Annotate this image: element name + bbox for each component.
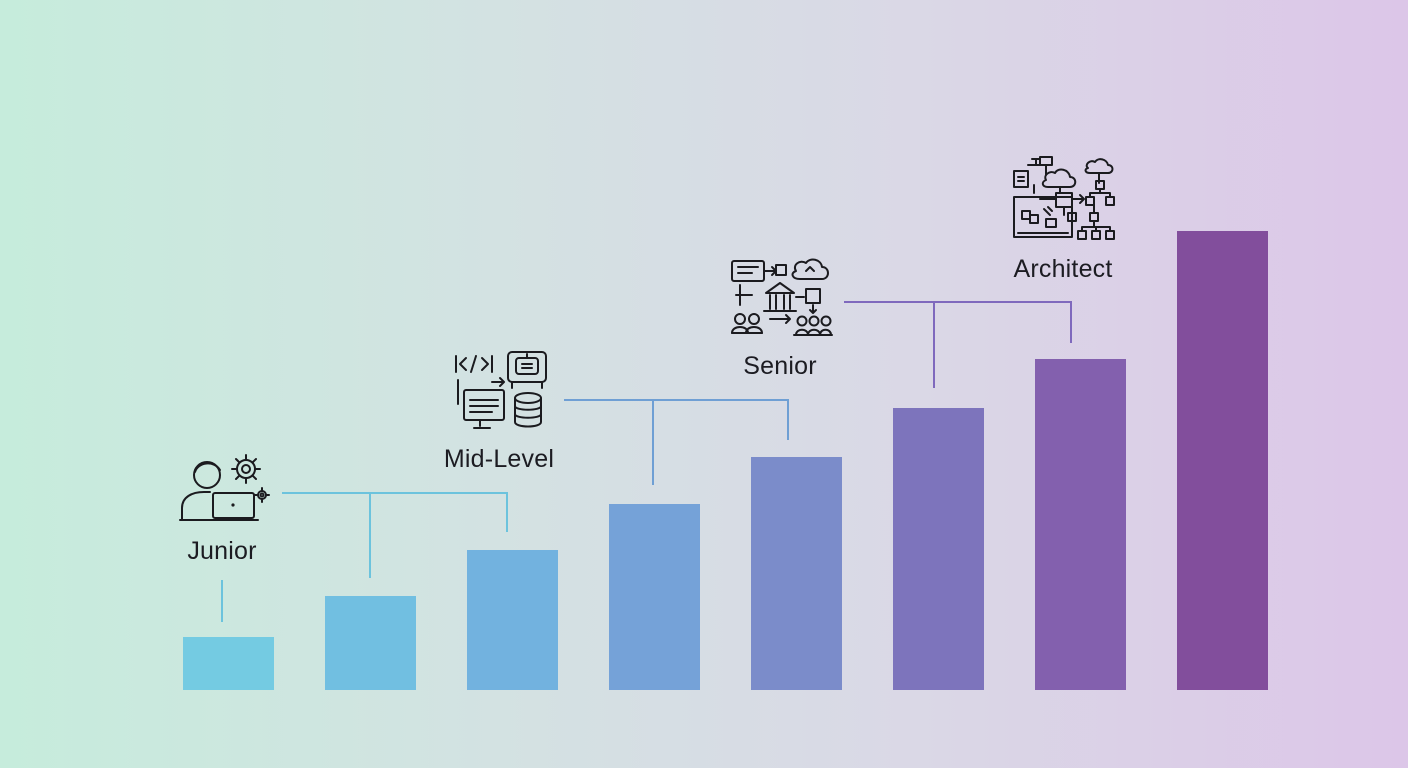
level-bar xyxy=(893,408,984,690)
mid-bracket-line xyxy=(564,399,789,401)
junior-stem-line xyxy=(221,580,223,622)
level-bar xyxy=(183,637,274,690)
mid-bracket-line xyxy=(652,399,654,485)
stage-label-architect: Architect xyxy=(1013,255,1113,283)
junior-bracket-line xyxy=(282,492,508,494)
system-design-team-icon xyxy=(730,255,833,339)
senior-bracket-line xyxy=(844,301,1072,303)
level-bar xyxy=(1177,231,1268,690)
level-bar xyxy=(609,504,700,690)
developer-laptop-gear-icon xyxy=(176,450,272,526)
level-bar xyxy=(467,550,558,690)
mid-bracket-line xyxy=(787,399,789,440)
level-bar xyxy=(325,596,416,690)
stage-label-senior: Senior xyxy=(743,352,817,380)
junior-bracket-line xyxy=(369,492,371,578)
level-bar xyxy=(751,457,842,690)
level-bar xyxy=(1035,359,1126,690)
stage-label-mid-level: Mid-Level xyxy=(443,445,555,473)
cloud-architecture-icon xyxy=(1010,155,1116,241)
senior-bracket-line xyxy=(933,301,935,388)
code-database-icon xyxy=(452,350,552,434)
senior-bracket-line xyxy=(1070,301,1072,343)
junior-bracket-line xyxy=(506,492,508,532)
stage-label-junior: Junior xyxy=(187,537,257,565)
